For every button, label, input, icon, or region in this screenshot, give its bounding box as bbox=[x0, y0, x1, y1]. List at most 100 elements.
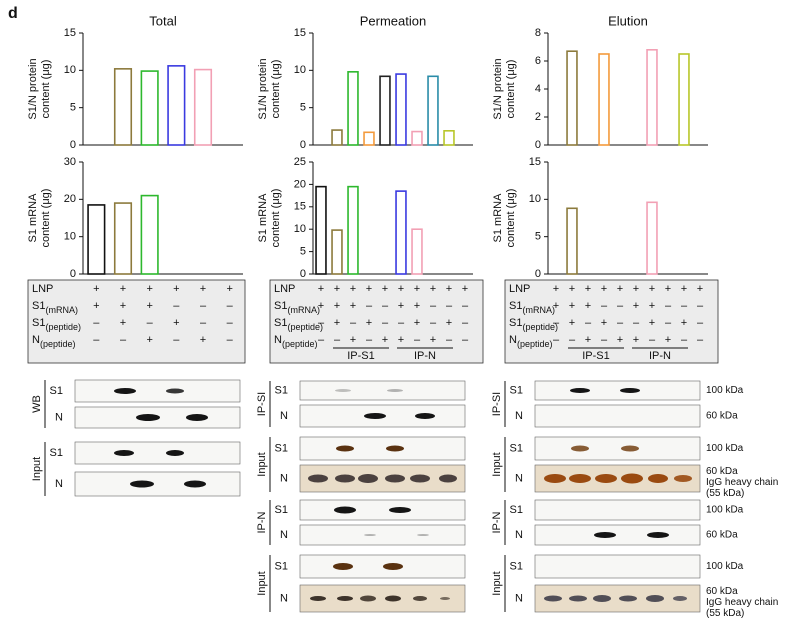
row-label-main: S1 bbox=[509, 300, 522, 312]
sign: – bbox=[398, 317, 405, 329]
blot-lane-strip bbox=[74, 379, 241, 403]
blot-band bbox=[620, 388, 640, 393]
blot-row-label: S1 bbox=[510, 384, 523, 396]
sign: – bbox=[553, 317, 560, 329]
sign: + bbox=[93, 283, 99, 295]
blot-row-label: N bbox=[515, 410, 523, 422]
blot-band bbox=[186, 414, 208, 421]
sign: + bbox=[146, 334, 152, 346]
sign: + bbox=[569, 317, 575, 329]
y-axis-label: S1/N protein bbox=[27, 58, 39, 119]
blot-group-label: IP-N bbox=[256, 511, 268, 533]
bar bbox=[347, 71, 359, 146]
sign: + bbox=[585, 334, 591, 346]
blot-band bbox=[364, 413, 386, 419]
sign: – bbox=[430, 300, 437, 312]
blot-row-label: N bbox=[280, 529, 288, 541]
bar bbox=[331, 229, 343, 275]
sign: + bbox=[173, 317, 179, 329]
sign: + bbox=[553, 283, 559, 295]
blot-band bbox=[440, 597, 450, 600]
y-tick-label: 15 bbox=[294, 201, 306, 213]
row-label-sub: (mRNA) bbox=[287, 305, 320, 315]
blot-band bbox=[360, 595, 376, 602]
blot-band bbox=[385, 595, 401, 602]
blot-group-label: WB bbox=[31, 395, 43, 413]
marker-label: 60 kDa bbox=[706, 586, 738, 597]
bar bbox=[331, 129, 343, 146]
sign: – bbox=[173, 300, 180, 312]
blot-row-label: S1 bbox=[275, 384, 288, 396]
sign: + bbox=[334, 300, 340, 312]
blot-band bbox=[544, 474, 566, 483]
marker-label: 60 kDa bbox=[706, 530, 738, 541]
sign: – bbox=[334, 334, 341, 346]
blot-group-label: IP-SI bbox=[256, 392, 268, 416]
sign: + bbox=[350, 334, 356, 346]
marker-label: 100 kDa bbox=[706, 385, 744, 396]
blot-band bbox=[130, 480, 154, 488]
row-label-main: N bbox=[509, 334, 517, 346]
condition-table bbox=[504, 279, 719, 364]
blot-lane-strip bbox=[299, 524, 466, 546]
sign: – bbox=[366, 334, 373, 346]
row-label-main: S1 bbox=[32, 300, 45, 312]
sign: – bbox=[697, 300, 704, 312]
sign: + bbox=[569, 283, 575, 295]
blot-band bbox=[570, 388, 590, 393]
sign: + bbox=[462, 283, 468, 295]
blot-band bbox=[335, 474, 355, 483]
row-label-main: LNP bbox=[509, 283, 530, 295]
blot-band bbox=[166, 388, 184, 394]
sign: – bbox=[382, 317, 389, 329]
row-label: S1(peptide) bbox=[32, 317, 81, 332]
sign: + bbox=[585, 300, 591, 312]
blot-row-label: N bbox=[280, 410, 288, 422]
blot-band bbox=[410, 474, 430, 483]
row-label: N(peptide) bbox=[274, 334, 317, 349]
sign: – bbox=[430, 317, 437, 329]
blot-band bbox=[310, 596, 326, 601]
blot-row-label: N bbox=[55, 411, 63, 423]
sign: + bbox=[649, 300, 655, 312]
blot-row-label: N bbox=[515, 592, 523, 604]
sign: – bbox=[227, 334, 234, 346]
y-tick-label: 0 bbox=[535, 139, 541, 151]
y-axis-label: content (μg) bbox=[40, 60, 52, 119]
blot-band bbox=[184, 480, 206, 488]
sign: + bbox=[665, 283, 671, 295]
sign: – bbox=[227, 317, 234, 329]
blot-band bbox=[648, 474, 668, 483]
sign: + bbox=[398, 283, 404, 295]
blot-lane-strip bbox=[299, 499, 466, 521]
chart-title: Elution bbox=[608, 13, 648, 28]
blot-band bbox=[333, 563, 353, 570]
sign: – bbox=[366, 300, 373, 312]
y-tick-label: 5 bbox=[535, 231, 541, 243]
row-label: LNP bbox=[509, 283, 530, 295]
row-label-main: LNP bbox=[274, 283, 295, 295]
row-label: S1(mRNA) bbox=[32, 300, 78, 315]
sign: + bbox=[430, 283, 436, 295]
y-tick-label: 15 bbox=[294, 27, 306, 39]
bar bbox=[411, 130, 423, 146]
blot-band bbox=[383, 563, 403, 570]
group-label: IP-S1 bbox=[347, 350, 375, 362]
blot-row-label: S1 bbox=[275, 504, 288, 516]
marker-label: IgG heavy chain bbox=[706, 477, 778, 488]
y-tick-label: 8 bbox=[535, 27, 541, 39]
sign: + bbox=[446, 317, 452, 329]
row-label-main: LNP bbox=[32, 283, 53, 295]
bar bbox=[113, 202, 133, 275]
sign: – bbox=[200, 300, 207, 312]
sign: – bbox=[569, 334, 576, 346]
row-label: LNP bbox=[274, 283, 295, 295]
blot-band bbox=[544, 595, 562, 602]
blot-group-label: IP-N bbox=[491, 511, 503, 533]
row-label: S1(mRNA) bbox=[274, 300, 320, 315]
blot-band bbox=[674, 475, 692, 482]
blot-band bbox=[308, 474, 328, 483]
sign: – bbox=[120, 334, 127, 346]
sign: – bbox=[649, 334, 656, 346]
sign: + bbox=[398, 300, 404, 312]
